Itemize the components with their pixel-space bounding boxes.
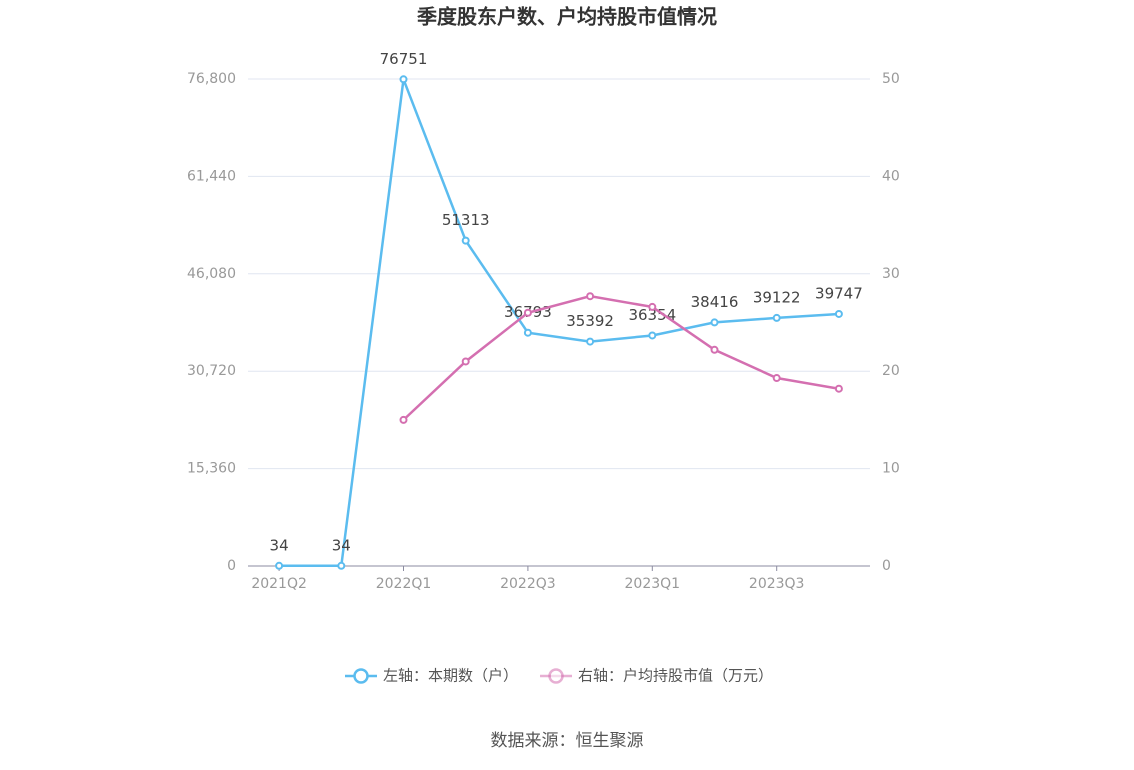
y-tick-label: 0 [227, 558, 236, 574]
point [648, 302, 657, 311]
point [523, 328, 532, 337]
y-tick-label: 15,360 [187, 461, 236, 477]
y-tick-label: 61,440 [187, 168, 236, 184]
x-tick-label: 2023Q3 [749, 576, 805, 592]
legend-label: 右轴：户均持股市值（万元） [578, 667, 773, 685]
data-label: 51313 [442, 211, 490, 229]
data-label: 39122 [753, 288, 801, 306]
legend-marker [353, 668, 369, 684]
data-label: 38416 [691, 293, 739, 311]
x-tick-label: 2021Q2 [251, 576, 307, 592]
legend-marker [548, 668, 564, 684]
point [337, 561, 346, 570]
y2-tick-label: 40 [882, 168, 900, 184]
y2-tick-label: 50 [882, 71, 900, 87]
point [834, 384, 843, 393]
point [399, 75, 408, 84]
y2-tick-label: 10 [882, 461, 900, 477]
y-tick-label: 76,800 [187, 71, 236, 87]
x-tick-label: 2023Q1 [625, 576, 681, 592]
point [586, 292, 595, 301]
data-label: 39747 [815, 284, 863, 302]
point [710, 345, 719, 354]
point [461, 236, 470, 245]
point [275, 561, 284, 570]
data-label: 76751 [380, 50, 428, 68]
data-label: 36354 [628, 306, 676, 324]
y-tick-label: 46,080 [187, 266, 236, 282]
point [461, 357, 470, 366]
point [772, 313, 781, 322]
x-tick-label: 2022Q1 [376, 576, 432, 592]
y2-tick-label: 0 [882, 558, 891, 574]
y-tick-label: 30,720 [187, 363, 236, 379]
source: 数据来源：恒生聚源 [491, 731, 644, 751]
data-label: 34 [332, 536, 351, 554]
x-tick-label: 2022Q3 [500, 576, 556, 592]
y2-tick-label: 20 [882, 363, 900, 379]
point [399, 415, 408, 424]
y2-tick-label: 30 [882, 266, 900, 282]
point [586, 337, 595, 346]
data-label: 34 [270, 536, 289, 554]
point [523, 308, 532, 317]
chart-title: 季度股东户数、户均持股市值情况 [416, 5, 717, 29]
point [710, 318, 719, 327]
point [648, 331, 657, 340]
point [834, 309, 843, 318]
point [772, 374, 781, 383]
legend-label: 左轴：本期数（户） [383, 667, 518, 685]
series-line [279, 78, 839, 568]
data-label: 35392 [566, 312, 614, 330]
series-line [402, 294, 840, 421]
